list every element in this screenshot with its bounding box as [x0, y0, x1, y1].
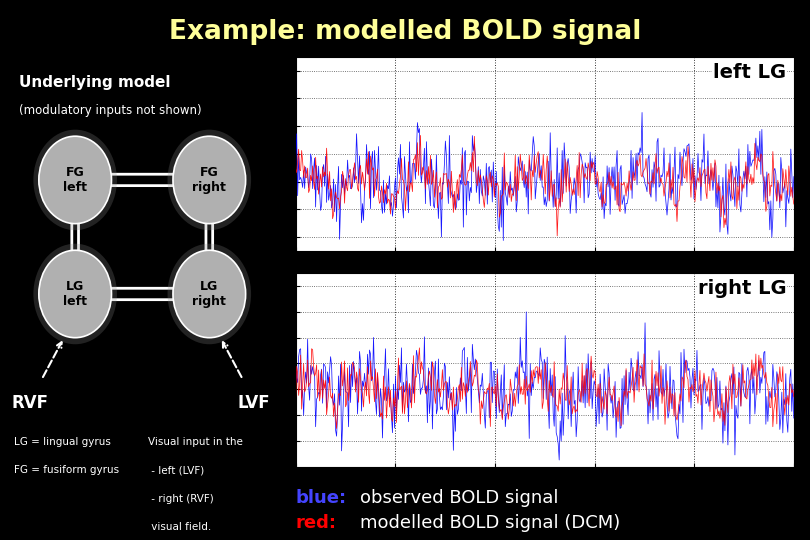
Text: LG
right: LG right	[192, 280, 226, 308]
Text: visual field.: visual field.	[147, 522, 211, 532]
Text: FG
left: FG left	[63, 166, 87, 194]
Text: blue:: blue:	[296, 489, 347, 507]
Title: LGl: data and model predictions: LGl: data and model predictions	[448, 46, 642, 56]
Ellipse shape	[168, 130, 251, 230]
Text: LG
left: LG left	[63, 280, 87, 308]
Ellipse shape	[173, 136, 245, 224]
Text: - left (LVF): - left (LVF)	[147, 465, 204, 475]
Title: LGr: data and model predictions: LGr: data and model predictions	[448, 262, 642, 272]
Text: modelled BOLD signal (DCM): modelled BOLD signal (DCM)	[360, 514, 620, 532]
Ellipse shape	[39, 250, 112, 338]
Ellipse shape	[39, 136, 112, 224]
Text: Visual input in the: Visual input in the	[147, 436, 243, 447]
Text: left LG: left LG	[713, 63, 787, 82]
Text: FG = fusiform gyrus: FG = fusiform gyrus	[14, 465, 119, 475]
Text: RVF: RVF	[12, 394, 49, 412]
Ellipse shape	[33, 130, 117, 230]
Ellipse shape	[173, 250, 245, 338]
Text: LG = lingual gyrus: LG = lingual gyrus	[14, 436, 110, 447]
Text: - right (RVF): - right (RVF)	[147, 494, 214, 504]
Text: Example: modelled BOLD signal: Example: modelled BOLD signal	[168, 19, 642, 45]
Text: FG
right: FG right	[192, 166, 226, 194]
Text: (modulatory inputs not shown): (modulatory inputs not shown)	[19, 104, 202, 117]
Ellipse shape	[168, 244, 251, 345]
Text: observed BOLD signal: observed BOLD signal	[360, 489, 559, 507]
Text: LVF: LVF	[237, 394, 271, 412]
Ellipse shape	[33, 244, 117, 345]
Text: red:: red:	[296, 514, 337, 532]
Text: Underlying model: Underlying model	[19, 76, 171, 90]
Text: right LG: right LG	[697, 279, 787, 298]
